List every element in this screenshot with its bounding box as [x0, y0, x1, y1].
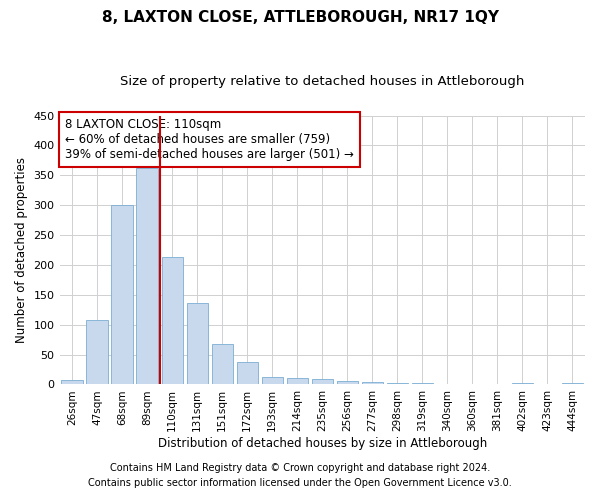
Bar	[86, 320, 108, 384]
Bar	[262, 376, 283, 384]
Bar	[337, 381, 358, 384]
Text: 8 LAXTON CLOSE: 110sqm
← 60% of detached houses are smaller (759)
39% of semi-de: 8 LAXTON CLOSE: 110sqm ← 60% of detached…	[65, 118, 353, 161]
Text: Contains HM Land Registry data © Crown copyright and database right 2024.
Contai: Contains HM Land Registry data © Crown c…	[88, 462, 512, 487]
X-axis label: Distribution of detached houses by size in Attleborough: Distribution of detached houses by size …	[158, 437, 487, 450]
Bar	[187, 302, 208, 384]
Title: Size of property relative to detached houses in Attleborough: Size of property relative to detached ho…	[120, 75, 524, 88]
Bar	[61, 380, 83, 384]
Bar	[136, 168, 158, 384]
Bar	[112, 204, 133, 384]
Bar	[236, 362, 258, 384]
Y-axis label: Number of detached properties: Number of detached properties	[15, 157, 28, 343]
Bar	[311, 379, 333, 384]
Bar	[362, 382, 383, 384]
Text: 8, LAXTON CLOSE, ATTLEBOROUGH, NR17 1QY: 8, LAXTON CLOSE, ATTLEBOROUGH, NR17 1QY	[101, 10, 499, 25]
Bar	[212, 344, 233, 385]
Bar	[287, 378, 308, 384]
Bar	[161, 257, 183, 384]
